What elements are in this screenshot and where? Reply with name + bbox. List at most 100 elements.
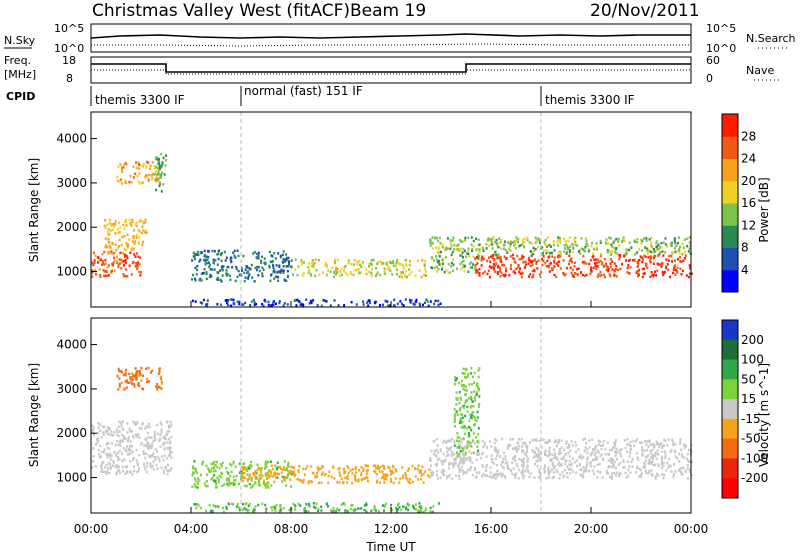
heatmap-cell xyxy=(105,472,108,476)
heatmap-cell xyxy=(683,456,686,459)
heatmap-cell xyxy=(654,454,657,458)
heatmap-cell xyxy=(219,253,222,257)
heatmap-cell xyxy=(447,448,450,451)
heatmap-cell xyxy=(344,470,347,474)
heatmap-cell xyxy=(514,261,517,264)
heatmap-cell xyxy=(365,272,368,276)
heatmap-cell xyxy=(557,256,560,259)
heatmap-cell xyxy=(556,244,559,247)
heatmap-cell xyxy=(264,464,267,468)
heatmap-cell xyxy=(593,465,596,468)
heatmap-cell xyxy=(503,263,506,267)
heatmap-cell xyxy=(670,254,673,258)
heatmap-cell xyxy=(358,507,361,510)
heatmap-cell xyxy=(579,454,582,457)
heatmap-cell xyxy=(260,261,263,264)
heatmap-cell xyxy=(501,465,504,469)
heatmap-cell xyxy=(655,241,658,245)
heatmap-cell xyxy=(213,268,216,271)
heatmap-cell xyxy=(527,262,530,265)
heatmap-cell xyxy=(274,509,277,513)
heatmap-cell xyxy=(439,448,442,451)
heatmap-cell xyxy=(565,442,568,445)
heatmap-cell xyxy=(586,461,589,464)
heatmap-cell xyxy=(264,261,267,265)
heatmap-cell xyxy=(494,477,497,480)
heatmap-cell xyxy=(217,478,220,482)
colorbar-swatch xyxy=(722,225,738,248)
heatmap-cell xyxy=(611,249,614,253)
heatmap-cell xyxy=(285,253,288,256)
heatmap-cell xyxy=(681,269,684,273)
heatmap-cell xyxy=(478,367,481,370)
heatmap-cell xyxy=(116,428,118,431)
heatmap-cell xyxy=(257,251,260,255)
heatmap-cell xyxy=(290,471,293,474)
heatmap-cell xyxy=(522,245,525,248)
heatmap-cell xyxy=(113,269,116,272)
heatmap-cell xyxy=(97,422,100,425)
heatmap-cell xyxy=(123,435,125,438)
heatmap-cell xyxy=(379,465,382,469)
heatmap-cell xyxy=(449,239,452,242)
heatmap-cell xyxy=(517,237,520,241)
heatmap-cell xyxy=(313,505,316,509)
heatmap-cell xyxy=(115,249,118,252)
heatmap-cell xyxy=(221,267,224,271)
heatmap-cell xyxy=(633,239,636,242)
heatmap-cell xyxy=(134,433,137,436)
heatmap-cell xyxy=(383,509,385,512)
heatmap-cell xyxy=(108,222,111,225)
heatmap-cell xyxy=(238,482,240,485)
heatmap-cell xyxy=(165,433,168,436)
heatmap-cell xyxy=(351,503,354,507)
heatmap-cell xyxy=(542,255,545,258)
heatmap-cell xyxy=(614,250,616,254)
heatmap-cell xyxy=(660,241,663,245)
heatmap-cell xyxy=(564,459,567,463)
heatmap-cell xyxy=(406,469,409,472)
heatmap-cell xyxy=(243,279,246,283)
heatmap-cell xyxy=(109,244,112,248)
heatmap-cell xyxy=(220,476,223,479)
heatmap-cell xyxy=(260,477,263,480)
heatmap-cell xyxy=(394,477,397,480)
heatmap-cell xyxy=(467,373,470,376)
heatmap-cell xyxy=(559,250,562,254)
heatmap-cell xyxy=(121,459,124,462)
heatmap-cell xyxy=(129,378,132,381)
heatmap-cell xyxy=(458,452,461,456)
heatmap-cell xyxy=(232,251,235,254)
heatmap-cell xyxy=(480,264,483,267)
heatmap-cell xyxy=(106,432,109,436)
heatmap-cell xyxy=(555,469,558,472)
heatmap-cell xyxy=(496,475,499,478)
heatmap-cell xyxy=(628,241,631,244)
heatmap-cell xyxy=(448,448,451,451)
heatmap-cell xyxy=(678,252,681,255)
heatmap-cell xyxy=(113,430,116,434)
heatmap-cell xyxy=(471,383,473,386)
heatmap-cell xyxy=(674,243,677,246)
heatmap-cell xyxy=(401,476,404,479)
heatmap-cell xyxy=(166,447,169,450)
heatmap-cell xyxy=(103,263,106,266)
heatmap-cell xyxy=(202,298,205,302)
heatmap-cell xyxy=(265,510,267,513)
heatmap-cell xyxy=(390,471,393,474)
heatmap-cell xyxy=(232,298,235,302)
heatmap-cell xyxy=(437,247,440,251)
heatmap-cell xyxy=(649,275,652,279)
heatmap-cell xyxy=(607,269,610,273)
heatmap-cell xyxy=(136,233,139,237)
heatmap-cell xyxy=(123,247,126,251)
heatmap-cell xyxy=(391,273,394,276)
heatmap-cell xyxy=(495,262,498,265)
heatmap-cell xyxy=(212,261,215,264)
heatmap-cell xyxy=(616,458,619,461)
heatmap-cell xyxy=(293,472,295,475)
heatmap-cell xyxy=(158,164,161,167)
heatmap-cell xyxy=(617,237,620,241)
heatmap-cell xyxy=(137,228,140,232)
heatmap-cell xyxy=(97,432,99,435)
